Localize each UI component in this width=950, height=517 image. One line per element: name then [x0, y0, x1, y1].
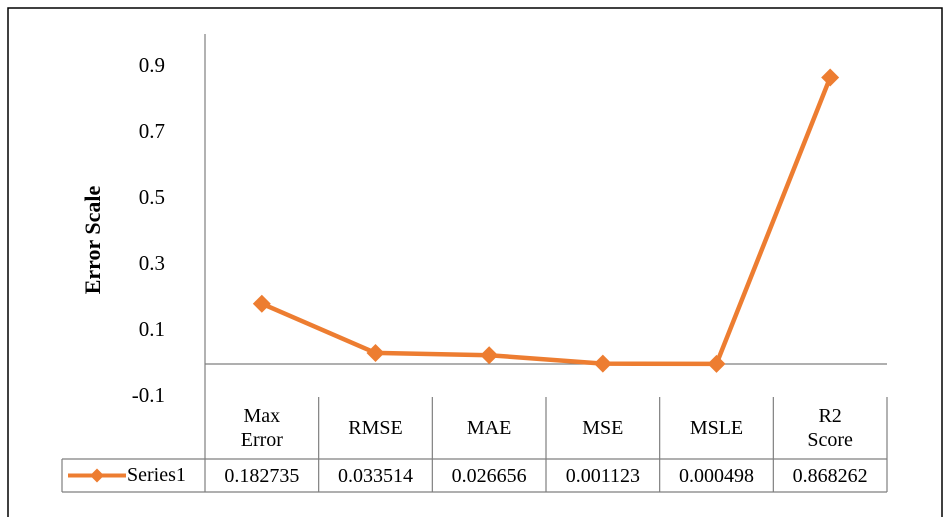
- y-tick-label: 0.7: [139, 119, 165, 143]
- y-tick-label: 0.3: [139, 251, 165, 275]
- marker: [480, 346, 499, 365]
- category-label: MSE: [582, 417, 624, 439]
- marker: [593, 354, 612, 373]
- category-label: MSLE: [689, 417, 744, 439]
- category-label-cell: MSE: [546, 397, 660, 459]
- table-value: 0.033514: [337, 464, 413, 487]
- table-value: 0.000498: [678, 464, 754, 487]
- series-line: [260, 76, 833, 367]
- category-label-cell: MSLE: [660, 397, 774, 459]
- table-value-cell: 0.868262: [773, 459, 887, 492]
- y-axis-title: Error Scale: [80, 185, 105, 294]
- table-value: 0.182735: [224, 464, 300, 487]
- category-label: MAE: [466, 417, 512, 439]
- table-value-cell: 0.026656: [432, 459, 546, 492]
- category-label: R2 Score: [807, 405, 853, 451]
- category-label-cell: MAE: [432, 397, 546, 459]
- table-value: 0.026656: [451, 464, 527, 487]
- marker: [366, 343, 385, 362]
- table-value: 0.001123: [565, 464, 640, 487]
- chart-border: [7, 7, 943, 517]
- table-value-cell: 0.001123: [546, 459, 660, 492]
- marker: [707, 354, 726, 373]
- category-label: Max Error: [240, 405, 283, 451]
- table-value-cell: 0.182735: [205, 459, 319, 492]
- marker: [821, 68, 840, 87]
- y-tick-label: 0.5: [139, 185, 165, 209]
- legend-marker: [90, 468, 104, 483]
- y-tick-label: 0.1: [139, 317, 165, 341]
- table-value-cell: 0.000498: [660, 459, 774, 492]
- table-value-cell: 0.033514: [319, 459, 433, 492]
- y-tick-label: 0.9: [139, 53, 165, 77]
- y-tick-label: -0.1: [132, 383, 165, 407]
- legend-label: Series1: [127, 464, 186, 486]
- marker: [252, 294, 271, 313]
- category-label: RMSE: [348, 417, 403, 439]
- category-label-cell: Max Error: [205, 397, 319, 459]
- category-label-cell: RMSE: [319, 397, 433, 459]
- table-value: 0.868262: [792, 464, 868, 487]
- category-label-cell: R2 Score: [773, 397, 887, 459]
